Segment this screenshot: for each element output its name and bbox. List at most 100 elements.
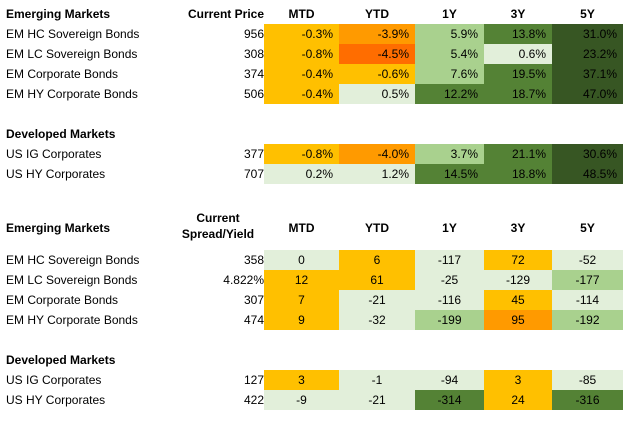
value-cell: -192 — [552, 310, 623, 330]
table2-mtd-header: MTD — [288, 221, 315, 235]
row-current-value: 707 — [243, 167, 264, 181]
row-label: EM LC Sovereign Bonds — [6, 47, 138, 61]
value-cell: -85 — [552, 370, 623, 390]
row-label: EM Corporate Bonds — [6, 293, 119, 307]
value-cell: -0.4% — [264, 64, 339, 84]
row-current-value: 422 — [243, 393, 264, 407]
table-row: EM HY Corporate Bonds 474 9 -32 -199 95 -192 — [0, 310, 625, 330]
value-cell: 5.9% — [415, 24, 484, 44]
row-current-value: 377 — [243, 147, 264, 161]
table1-header-row: Emerging Markets Current Price MTD YTD 1… — [0, 4, 625, 24]
value-cell: 37.1% — [552, 64, 623, 84]
value-cell: -316 — [552, 390, 623, 410]
value-cell: 3.7% — [415, 144, 484, 164]
row-current-value: 358 — [243, 253, 264, 267]
value-cell: 31.0% — [552, 24, 623, 44]
table-row: US IG Corporates 127 3 -1 -94 3 -85 — [0, 370, 625, 390]
value-cell: 9 — [264, 310, 339, 330]
value-cell: 24 — [484, 390, 552, 410]
value-cell: -0.3% — [264, 24, 339, 44]
row-current-value: 127 — [243, 373, 264, 387]
row-current-value: 307 — [243, 293, 264, 307]
value-cell: -0.8% — [264, 144, 339, 164]
value-cell: 30.6% — [552, 144, 623, 164]
table2-spread-header: Current Spread/Yield — [172, 210, 264, 246]
table-row: US HY Corporates 422 -9 -21 -314 24 -316 — [0, 390, 625, 410]
row-current-value: 474 — [243, 313, 264, 327]
value-cell: 72 — [484, 250, 552, 270]
value-cell: 61 — [339, 270, 415, 290]
value-cell: -114 — [552, 290, 623, 310]
value-cell: -199 — [415, 310, 484, 330]
value-cell: -0.8% — [264, 44, 339, 64]
value-cell: -4.0% — [339, 144, 415, 164]
value-cell: 12 — [264, 270, 339, 290]
value-cell: 7 — [264, 290, 339, 310]
table1-developed-title: Developed Markets — [6, 127, 116, 141]
row-current-value: 4.822% — [223, 273, 264, 287]
value-cell: 5.4% — [415, 44, 484, 64]
value-cell: -94 — [415, 370, 484, 390]
value-cell: -1 — [339, 370, 415, 390]
value-cell: 19.5% — [484, 64, 552, 84]
value-cell: 23.2% — [552, 44, 623, 64]
table1-section-title: Emerging Markets — [6, 7, 111, 21]
row-label: US HY Corporates — [6, 393, 106, 407]
value-cell: 14.5% — [415, 164, 484, 184]
value-cell: 45 — [484, 290, 552, 310]
row-label: US IG Corporates — [6, 373, 102, 387]
table1-5y-header: 5Y — [580, 7, 595, 21]
row-current-value: 308 — [243, 47, 264, 61]
row-label: US HY Corporates — [6, 167, 106, 181]
table-row: EM HY Corporate Bonds 506 -0.4% 0.5% 12.2% 18… — [0, 84, 625, 104]
row-current-value: 374 — [243, 67, 264, 81]
row-current-value: 506 — [243, 87, 264, 101]
table1-price-header: Current Price — [187, 7, 264, 21]
value-cell: -314 — [415, 390, 484, 410]
value-cell: -3.9% — [339, 24, 415, 44]
value-cell: 0.2% — [264, 164, 339, 184]
table-row: EM Corporate Bonds 307 7 -21 -116 45 -114 — [0, 290, 625, 310]
value-cell: -32 — [339, 310, 415, 330]
value-cell: 18.7% — [484, 84, 552, 104]
value-cell: -0.4% — [264, 84, 339, 104]
table2-3y-header: 3Y — [510, 221, 526, 235]
value-cell: 6 — [339, 250, 415, 270]
value-cell: 0.6% — [484, 44, 552, 64]
table2-1y-header: 1Y — [442, 221, 457, 235]
value-cell: -9 — [264, 390, 339, 410]
row-current-value: 956 — [243, 27, 264, 41]
row-label: EM LC Sovereign Bonds — [6, 273, 138, 287]
row-label: EM HY Corporate Bonds — [6, 87, 138, 101]
value-cell: 47.0% — [552, 84, 623, 104]
row-label: EM Corporate Bonds — [6, 67, 119, 81]
table1-3y-header: 3Y — [510, 7, 526, 21]
row-label: US IG Corporates — [6, 147, 102, 161]
value-cell: 95 — [484, 310, 552, 330]
value-cell: 12.2% — [415, 84, 484, 104]
value-cell: 0.5% — [339, 84, 415, 104]
value-cell: 48.5% — [552, 164, 623, 184]
row-label: EM HC Sovereign Bonds — [6, 27, 140, 41]
table2-header-row: Emerging Markets Current Spread/Yield MT… — [0, 210, 625, 246]
table2-spread-header-line2: Spread/Yield — [181, 227, 255, 241]
value-cell: 0 — [264, 250, 339, 270]
value-cell: -129 — [484, 270, 552, 290]
table2-developed-title: Developed Markets — [6, 353, 116, 367]
table1-ytd-header: YTD — [365, 7, 389, 21]
value-cell: -0.6% — [339, 64, 415, 84]
value-cell: 1.2% — [339, 164, 415, 184]
table1-developed-header-row: Developed Markets — [0, 124, 625, 144]
value-cell: -116 — [415, 290, 484, 310]
value-cell: -25 — [415, 270, 484, 290]
value-cell: 3 — [484, 370, 552, 390]
value-cell: -4.5% — [339, 44, 415, 64]
table-row: EM Corporate Bonds 374 -0.4% -0.6% 7.6% 19.5%… — [0, 64, 625, 84]
table2-section-title: Emerging Markets — [6, 221, 111, 235]
table1-1y-header: 1Y — [442, 7, 457, 21]
table-row: EM LC Sovereign Bonds 4.822% 12 61 -25 -129 -1… — [0, 270, 625, 290]
value-cell: -21 — [339, 390, 415, 410]
value-cell: -177 — [552, 270, 623, 290]
value-cell: -21 — [339, 290, 415, 310]
value-cell: 18.8% — [484, 164, 552, 184]
